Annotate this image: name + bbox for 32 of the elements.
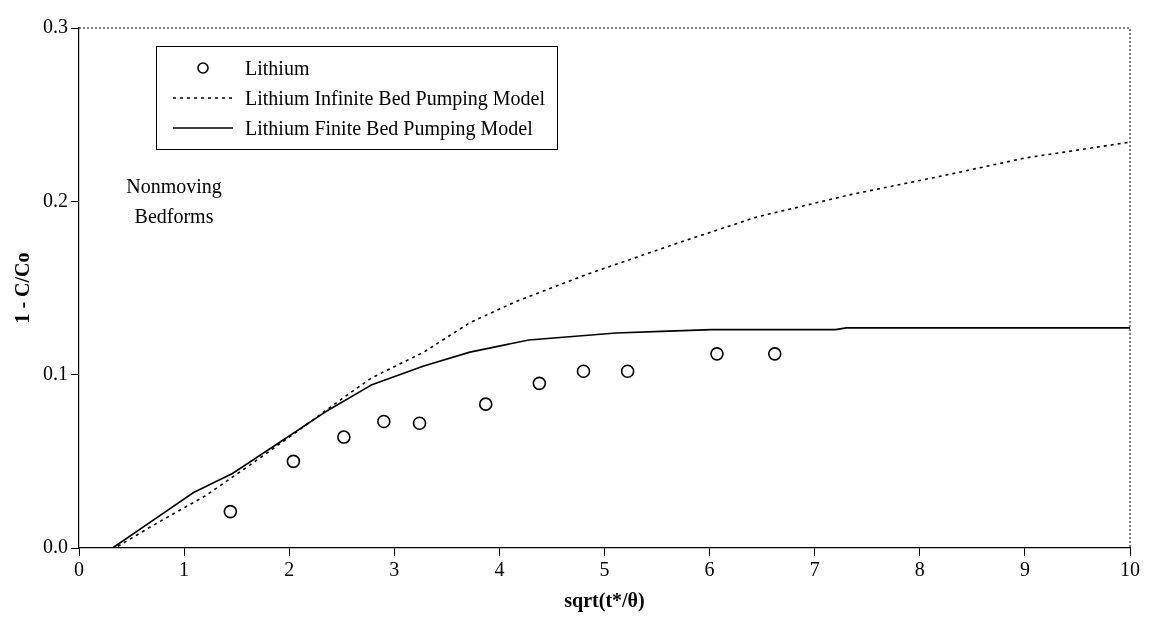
y-tick-label: 0.3 <box>43 15 68 38</box>
x-tick-label: 1 <box>179 558 190 581</box>
y-tick-label: 0.0 <box>43 535 68 558</box>
x-tick-label: 4 <box>494 558 505 581</box>
x-tick-label: 8 <box>914 558 925 581</box>
x-tick-label: 2 <box>284 558 295 581</box>
x-tick-label: 7 <box>809 558 820 581</box>
x-tick-label: 10 <box>1120 558 1140 581</box>
point <box>223 504 238 519</box>
x-axis-title: sqrt(t*/θ) <box>564 589 645 613</box>
legend-label: Lithium Infinite Bed Pumping Model <box>245 86 545 112</box>
legend-label: Lithium <box>245 56 310 81</box>
point <box>337 430 351 444</box>
x-tick-label: 0 <box>74 558 84 581</box>
point <box>620 364 635 378</box>
x-tick-label: 5 <box>599 558 610 581</box>
point <box>767 347 782 361</box>
legend-label: Lithium Finite Bed Pumping Model <box>245 116 533 142</box>
point <box>710 347 724 361</box>
y-tick-label: 0.1 <box>43 361 68 384</box>
y-axis-title: 1 - C/Co <box>11 252 34 324</box>
point <box>412 416 427 430</box>
x-tick-label: 6 <box>704 558 715 581</box>
point <box>376 414 391 429</box>
y-tick-label: 0.2 <box>43 188 68 211</box>
annotation: Nonmoving Bedforms <box>126 175 222 227</box>
x-tick-label: 9 <box>1019 558 1030 581</box>
point <box>478 397 493 411</box>
point <box>576 364 591 378</box>
x-tick-label: 3 <box>389 558 400 581</box>
point <box>532 376 547 391</box>
point <box>286 454 301 469</box>
